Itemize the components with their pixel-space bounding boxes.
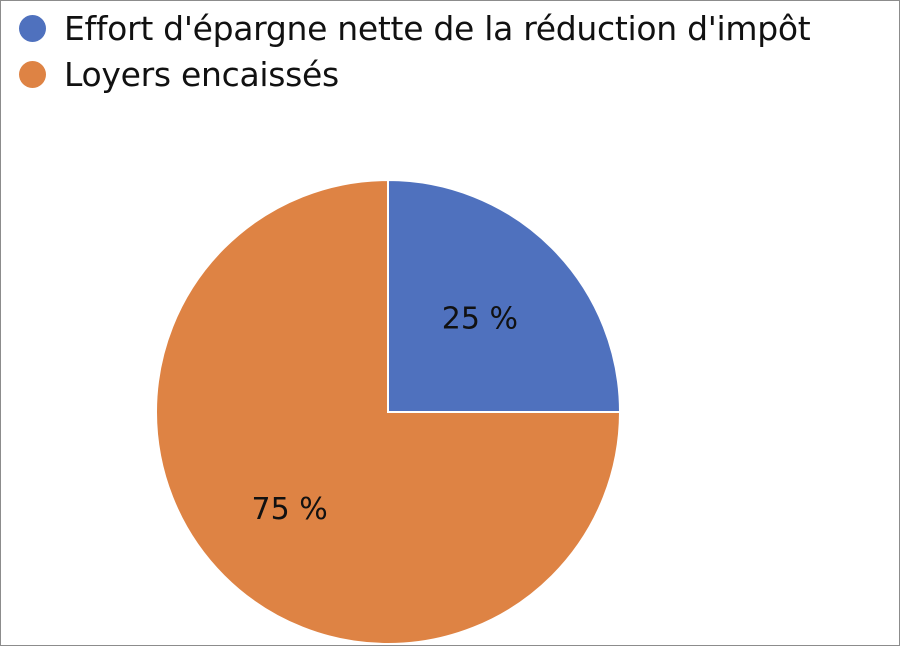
pie-slices [155, 178, 622, 645]
legend-label-effort: Effort d'épargne nette de la réduction d… [64, 8, 811, 48]
data-label-loyers: 75 % [251, 492, 327, 527]
legend-item-effort: Effort d'épargne nette de la réduction d… [19, 5, 811, 51]
pie-slice-effort [387, 178, 622, 413]
legend-item-loyers: Loyers encaissés [19, 51, 810, 97]
legend-marker-loyers [19, 60, 46, 88]
legend-marker-effort [19, 14, 46, 42]
legend-label-loyers: Loyers encaissés [64, 54, 339, 94]
data-label-effort: 25 % [442, 302, 518, 337]
pie-slice-loyers [155, 178, 622, 645]
pie-data-labels: 25 % 75 % [251, 302, 518, 527]
chart-legend: Effort d'épargne nette de la réduction d… [19, 5, 811, 97]
